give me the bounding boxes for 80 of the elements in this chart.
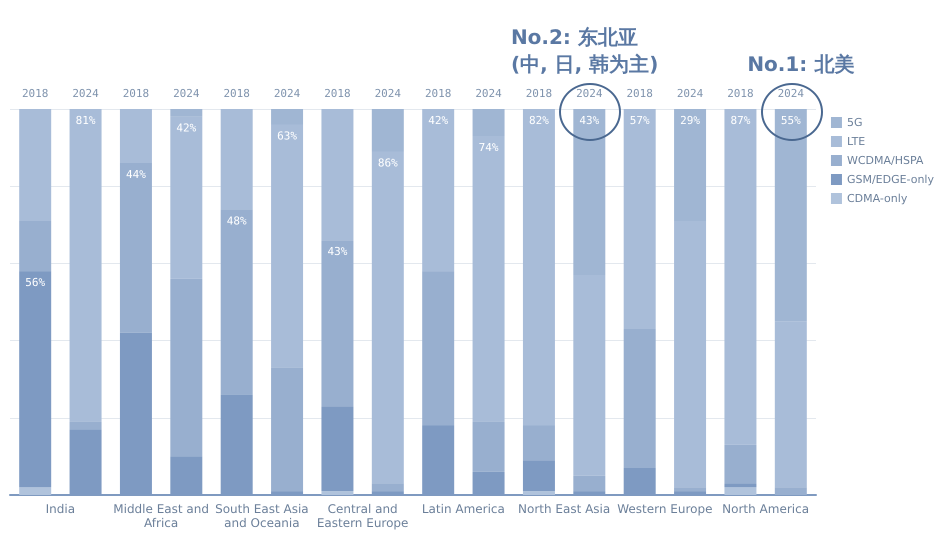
bar: [522, 460, 555, 492]
bar: [321, 240, 354, 406]
x-tick-label: 2024: [676, 87, 704, 100]
text: Western Europe: [616, 502, 713, 516]
bar: [70, 422, 102, 430]
x-tick-label: 2018: [324, 87, 351, 100]
bar: [19, 109, 52, 221]
legend-label: LTE: [846, 135, 866, 148]
x-tick-label: 2018: [223, 87, 250, 100]
data-label: 48%: [226, 214, 247, 228]
text: Central and Eastern Europe: [316, 502, 410, 530]
data-label: 43%: [328, 245, 348, 258]
bar: [724, 483, 756, 488]
bar: [321, 491, 354, 495]
bar: [19, 220, 52, 272]
data-label: 55%: [780, 114, 802, 127]
x-tick-label: 2024: [274, 87, 301, 100]
legend-label: 5G: [846, 116, 862, 129]
bar: [19, 487, 52, 495]
text: North America: [721, 502, 810, 516]
data-label: 87%: [730, 114, 751, 127]
bar: [724, 109, 756, 445]
bar: [674, 487, 706, 492]
bar: [19, 271, 52, 488]
bar: [422, 109, 454, 272]
bar: [624, 109, 656, 330]
bar: [724, 444, 756, 484]
text: No.1: 北美: [747, 51, 854, 78]
x-tick-label: 2024: [778, 87, 804, 100]
data-label: 29%: [680, 114, 700, 127]
legend-label: CDMA-only: [846, 192, 908, 205]
bar: [522, 491, 555, 495]
data-label: 44%: [126, 168, 146, 182]
data-label: 42%: [428, 114, 448, 127]
bar: [422, 271, 454, 426]
x-tick-label: 2018: [424, 87, 452, 100]
data-label: 63%: [277, 129, 298, 142]
bar: [321, 109, 354, 240]
text: No.2: 东北亚 (中, 日, 韩为主): [510, 24, 658, 78]
data-label: 43%: [579, 114, 600, 127]
text: Middle East and Africa: [113, 502, 210, 530]
bar: [624, 329, 656, 468]
x-tick-label: 2024: [374, 87, 402, 100]
x-tick-label: 2024: [475, 87, 502, 100]
x-tick-label: 2024: [173, 87, 200, 100]
text: South East Asia and Oceania: [214, 502, 310, 530]
bar: [573, 476, 606, 492]
bar: [271, 368, 304, 492]
data-label: 42%: [176, 122, 197, 135]
bar: [522, 426, 555, 460]
data-label: 81%: [76, 114, 96, 127]
data-label: 82%: [529, 114, 550, 127]
bar: [120, 109, 152, 164]
text: India: [44, 502, 76, 516]
x-tick-label: 2018: [626, 87, 653, 100]
x-tick-label: 2018: [122, 87, 150, 100]
bar: [724, 487, 756, 495]
x-tick-label: 2018: [727, 87, 754, 100]
x-tick-label: 2024: [576, 87, 603, 100]
data-label: 57%: [630, 114, 650, 127]
bar: [522, 109, 555, 426]
x-tick-label: 2018: [526, 87, 552, 100]
data-label: 56%: [25, 276, 46, 290]
text: Latin America: [420, 502, 506, 516]
data-label: 74%: [478, 141, 499, 154]
bar: [120, 163, 152, 333]
bar: [774, 487, 807, 495]
bar: [220, 209, 253, 395]
bar: [472, 422, 505, 472]
bar: [372, 483, 404, 492]
x-tick-label: 2018: [22, 87, 48, 100]
data-label: 86%: [378, 156, 398, 170]
text: North East Asia: [517, 502, 612, 516]
legend-label: GSM/EDGE-only: [846, 173, 934, 186]
bar: [170, 278, 202, 456]
x-tick-label: 2024: [72, 87, 100, 100]
bar: [220, 109, 253, 210]
bar: [70, 109, 102, 422]
bar: [321, 406, 354, 492]
legend-label: WCDMA/HSPA: [846, 154, 924, 167]
